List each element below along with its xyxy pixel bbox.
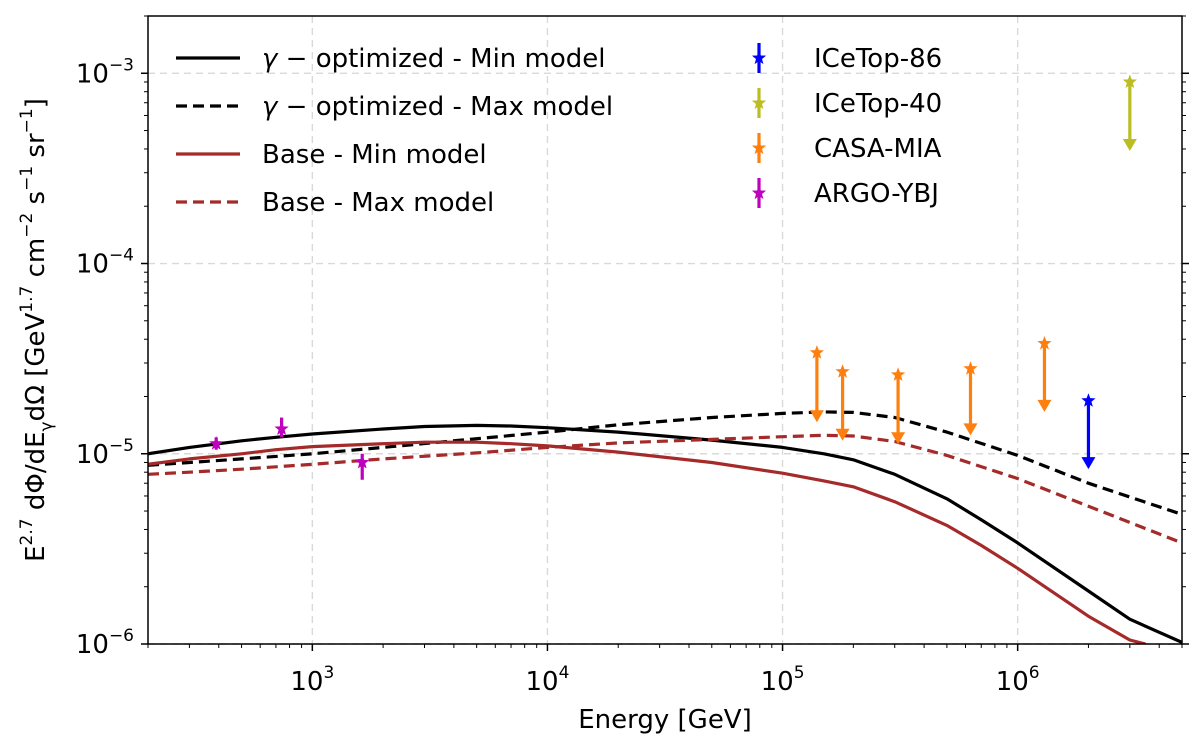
axis-ticks: 103 104 105 106 10−6 10−5 10−4 10−3 (76, 15, 1189, 697)
x-axis-label: Energy [GeV] (578, 705, 752, 735)
data-point-casa-mia (890, 367, 906, 445)
legend-entry: ICeTop-86 (751, 43, 942, 74)
legend-label: ARGO-YBJ (814, 179, 939, 209)
data-point-argo-ybj (209, 436, 224, 450)
legend-entry: ICeTop-40 (751, 88, 942, 119)
legend-label: ICeTop-40 (814, 89, 942, 119)
data-point-casa-mia (835, 364, 850, 441)
y-tick-label: 10−3 (76, 55, 134, 89)
x-tick-label: 106 (996, 663, 1040, 697)
y-tick-label: 10−6 (76, 626, 134, 660)
x-tick-label: 105 (761, 663, 805, 697)
legend-label: Base - Max model (262, 188, 494, 218)
y-tick-label: 10−4 (76, 246, 134, 280)
legend: γ − optimized - Min model γ − optimized -… (176, 43, 942, 218)
data-point-casa-mia (963, 361, 978, 436)
legend-label: CASA-MIA (814, 134, 942, 164)
legend-entry: Base - Max model (176, 188, 494, 218)
data-points-layer (209, 74, 1137, 480)
series-line-3 (148, 440, 1146, 644)
legend-label: ICeTop-86 (814, 44, 942, 74)
data-point-icetop-40 (1122, 74, 1137, 151)
data-point-argo-ybj (355, 453, 370, 480)
x-tick-label: 104 (525, 663, 569, 697)
series-line-1 (148, 423, 1182, 644)
series-layer (148, 410, 1182, 644)
legend-entry: γ − optimized - Min model (176, 44, 606, 74)
series-line-2 (148, 410, 1182, 516)
series-line-4 (148, 433, 1182, 545)
data-point-icetop-86 (1081, 393, 1096, 470)
y-tick-label: 10−5 (76, 436, 134, 470)
y-axis-label: E2.7 dΦ/dEγdΩ [GeV1.7 cm−2 s−1 sr−1] (17, 98, 57, 562)
data-point-argo-ybj (274, 417, 289, 438)
data-point-casa-mia (1037, 335, 1052, 412)
data-point-casa-mia (809, 345, 825, 423)
plot-frame (147, 15, 1183, 645)
legend-entry: ARGO-YBJ (751, 178, 939, 209)
x-tick-label: 103 (290, 663, 334, 697)
legend-entry: γ − optimized - Max model (176, 92, 613, 122)
legend-entry: CASA-MIA (751, 133, 942, 164)
legend-entry: Base - Min model (176, 140, 487, 170)
legend-label: γ − optimized - Min model (262, 44, 606, 74)
legend-label: Base - Min model (262, 140, 487, 170)
legend-label: γ − optimized - Max model (262, 92, 613, 122)
